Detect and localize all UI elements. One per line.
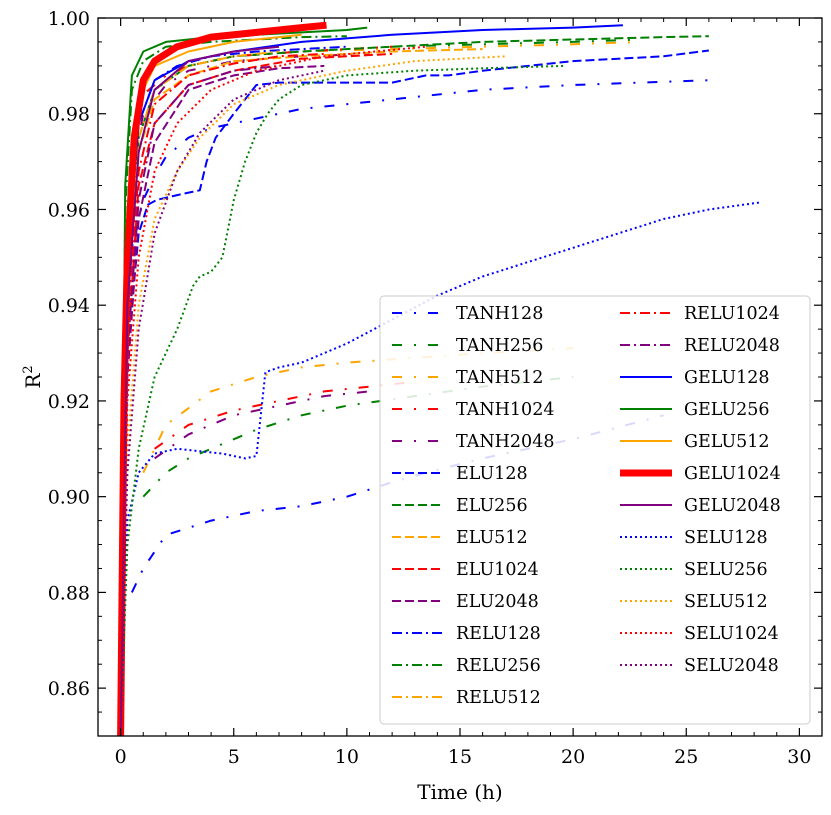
legend-label-selu512: SELU512 bbox=[684, 592, 768, 612]
series-line-elu2048 bbox=[119, 64, 325, 736]
legend-label-gelu128: GELU128 bbox=[684, 368, 770, 388]
legend-label-tanh2048: TANH2048 bbox=[456, 432, 554, 452]
legend-label-gelu512: GELU512 bbox=[684, 432, 770, 452]
legend-label-elu1024: ELU1024 bbox=[456, 560, 539, 580]
series-line-gelu512 bbox=[119, 33, 302, 736]
series-line-relu512 bbox=[119, 50, 280, 736]
y-tick-label: 0.96 bbox=[48, 199, 90, 221]
series-line-selu128 bbox=[119, 201, 762, 736]
legend-box bbox=[379, 295, 811, 725]
legend-label-relu512: RELU512 bbox=[456, 688, 541, 708]
x-tick-label: 15 bbox=[448, 746, 472, 768]
legend-label-relu128: RELU128 bbox=[456, 624, 541, 644]
y-tick-label: 1.00 bbox=[48, 8, 90, 30]
x-tick-label: 25 bbox=[674, 746, 698, 768]
legend-label-selu256: SELU256 bbox=[684, 560, 768, 580]
series-line-gelu256 bbox=[119, 26, 368, 736]
legend-label-gelu256: GELU256 bbox=[684, 400, 770, 420]
legend-label-tanh128: TANH128 bbox=[456, 304, 543, 324]
legend-label-elu2048: ELU2048 bbox=[456, 592, 539, 612]
legend-label-selu2048: SELU2048 bbox=[684, 656, 779, 676]
series-line-relu128 bbox=[119, 45, 347, 736]
legend-label-elu256: ELU256 bbox=[456, 496, 528, 516]
legend-label-tanh1024: TANH1024 bbox=[456, 400, 554, 420]
x-tick-label: 0 bbox=[115, 746, 127, 768]
x-tick-label: 5 bbox=[228, 746, 240, 768]
y-tick-label: 0.94 bbox=[48, 295, 90, 317]
x-tick-label: 20 bbox=[561, 746, 585, 768]
series-line-relu256 bbox=[119, 35, 347, 736]
series-line-gelu1024 bbox=[117, 21, 327, 736]
y-tick-label: 0.92 bbox=[48, 391, 90, 413]
series-line-selu512 bbox=[119, 55, 506, 736]
series-line-tanh1024 bbox=[119, 45, 393, 736]
legend-label-elu128: ELU128 bbox=[456, 464, 528, 484]
legend-label-relu1024: RELU1024 bbox=[684, 304, 780, 324]
aux-line-3 bbox=[154, 390, 370, 460]
legend-label-gelu1024: GELU1024 bbox=[684, 464, 781, 484]
series-line-relu1024 bbox=[119, 52, 325, 736]
legend-label-relu2048: RELU2048 bbox=[684, 336, 780, 356]
ticks-layer: 0 5 10 15 20 25 30 0.86 0.88 0.90 0.92 0.94 0.96 0.98… bbox=[48, 8, 823, 768]
x-tick-label: 30 bbox=[787, 746, 811, 768]
series-line-selu2048 bbox=[119, 69, 325, 736]
legend-label-selu1024: SELU1024 bbox=[684, 624, 779, 644]
series-line-tanh2048 bbox=[119, 52, 370, 736]
y-tick-label: 0.90 bbox=[48, 487, 90, 509]
y-tick-label: 0.86 bbox=[48, 678, 90, 700]
y-tick-label: 0.88 bbox=[48, 582, 90, 604]
y-tick-label: 0.98 bbox=[48, 104, 90, 126]
legend-label-tanh256: TANH256 bbox=[456, 336, 543, 356]
series-line-gelu2048 bbox=[119, 45, 280, 736]
y-axis-label: R2 bbox=[21, 365, 45, 388]
legend-label-tanh512: TANH512 bbox=[456, 368, 543, 388]
legend-label-elu512: ELU512 bbox=[456, 528, 528, 548]
x-tick-label: 10 bbox=[335, 746, 359, 768]
series-layer bbox=[117, 21, 762, 736]
x-axis-label: Time (h) bbox=[417, 780, 502, 804]
aux-line-2 bbox=[154, 380, 415, 450]
legend-label-selu128: SELU128 bbox=[684, 528, 768, 548]
legend-label-gelu2048: GELU2048 bbox=[684, 496, 781, 516]
series-line-elu1024 bbox=[119, 52, 393, 736]
series-line-elu128 bbox=[119, 49, 710, 736]
series-line-elu256 bbox=[119, 35, 709, 736]
series-line-selu256 bbox=[119, 64, 565, 736]
legend: TANH128 TANH256 TANH512 TANH1024 TANH2048 ELU… bbox=[379, 295, 811, 725]
legend-label-relu256: RELU256 bbox=[456, 656, 541, 676]
